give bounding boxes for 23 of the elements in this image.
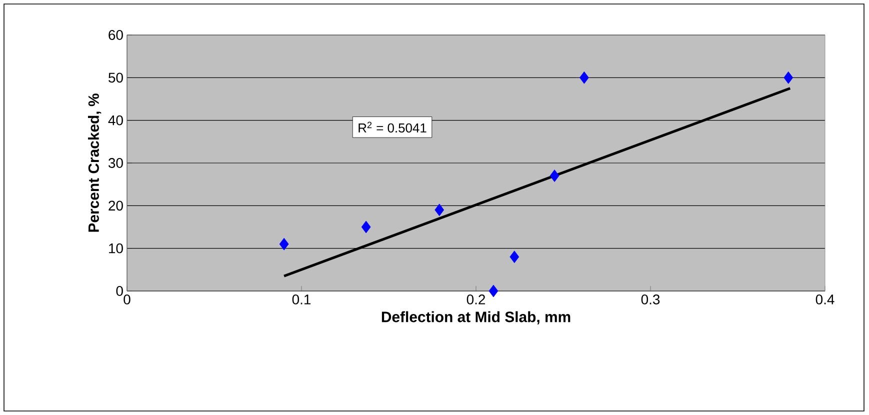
x-tick-label: 0.3 [641,294,660,304]
x-tick-label: 0.2 [466,294,486,304]
y-tick-label: 10 [109,243,123,254]
y-tick-label: 60 [108,30,123,40]
x-tick-label: 0.1 [292,294,311,304]
y-axis-title: Percent Cracked, % [88,94,102,232]
x-tick-label: 0 [124,294,130,304]
point [434,204,444,216]
point [550,170,560,182]
point [488,284,498,298]
y-tick-label: 0 [116,286,123,296]
y-tick-label: 30 [108,158,123,168]
y-tick-label: 20 [108,200,123,211]
x-tick-label: 0.4 [816,294,834,304]
point [784,71,794,84]
point [580,71,589,84]
y-tick-label: 40 [108,115,123,126]
point [510,250,520,264]
point [361,220,371,234]
annotation: R$^{2}$ = 0.5041 [358,122,426,133]
point [279,238,289,250]
y-tick-label: 50 [108,72,123,83]
x-axis-title: Deflection at Mid Slab, mm [382,311,570,324]
